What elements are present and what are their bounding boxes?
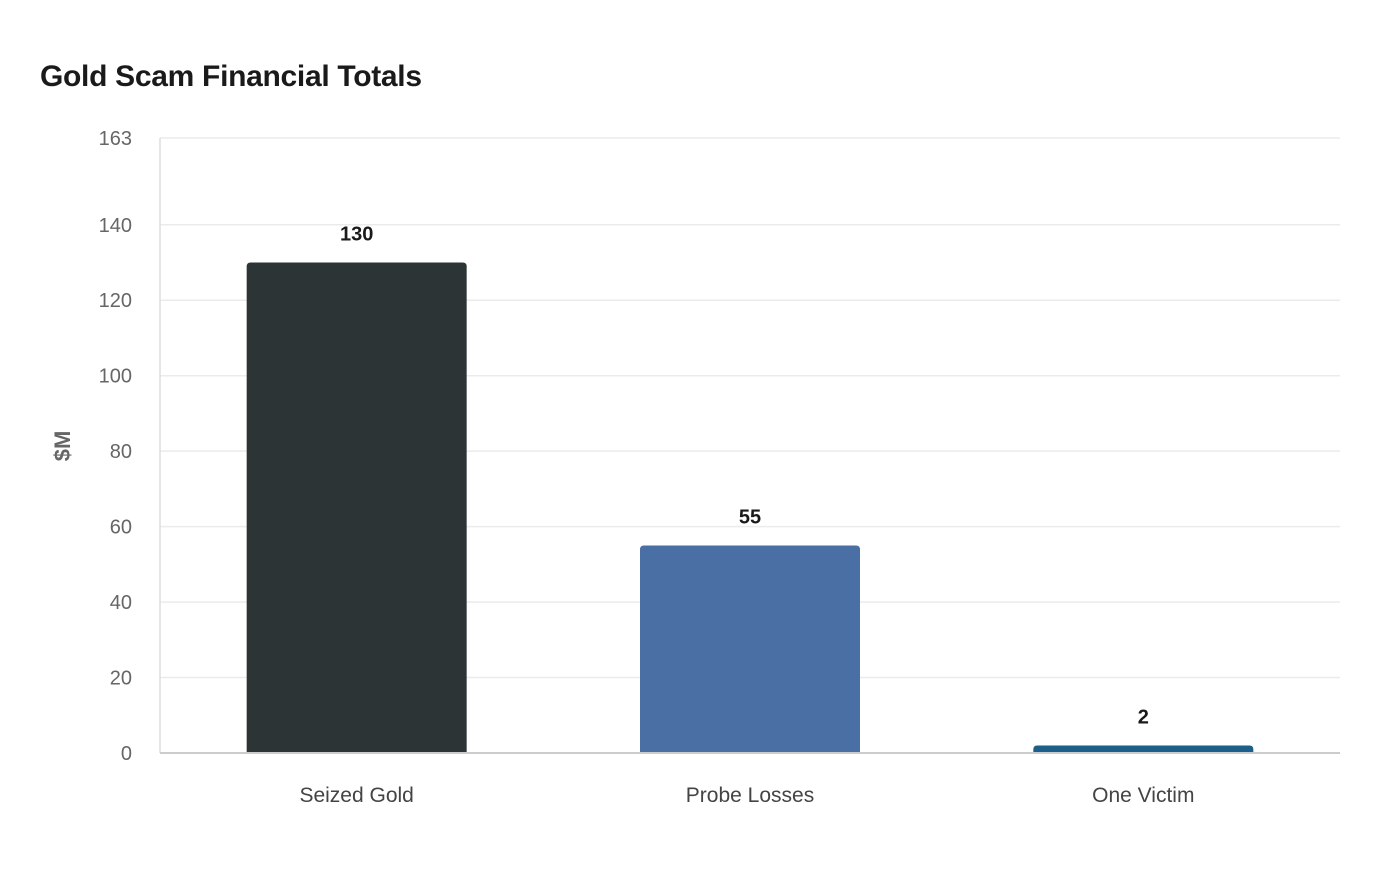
y-tick-label: 120 (99, 290, 132, 312)
y-tick-label: 163 (99, 128, 132, 150)
y-tick-label: 0 (121, 743, 132, 765)
y-tick-label: 80 (110, 441, 132, 463)
data-label: 130 (340, 224, 373, 246)
data-label: 2 (1138, 706, 1149, 728)
chart-title: Gold Scam Financial Totals (40, 60, 422, 93)
y-tick-label: 40 (110, 592, 132, 614)
data-label: 55 (739, 506, 761, 528)
y-tick-label: 20 (110, 668, 132, 690)
bar-seized-gold (246, 262, 467, 753)
y-tick-label: 140 (99, 215, 132, 237)
bar-probe-losses (640, 545, 860, 753)
y-tick-label: 60 (110, 517, 132, 539)
y-axis-label: $M (50, 431, 75, 462)
y-tick-label: 100 (99, 366, 132, 388)
x-tick-label: Seized Gold (299, 784, 413, 807)
x-tick-label: One Victim (1092, 784, 1194, 807)
x-tick-label: Probe Losses (686, 784, 814, 807)
bar-one-victim (1033, 745, 1254, 753)
